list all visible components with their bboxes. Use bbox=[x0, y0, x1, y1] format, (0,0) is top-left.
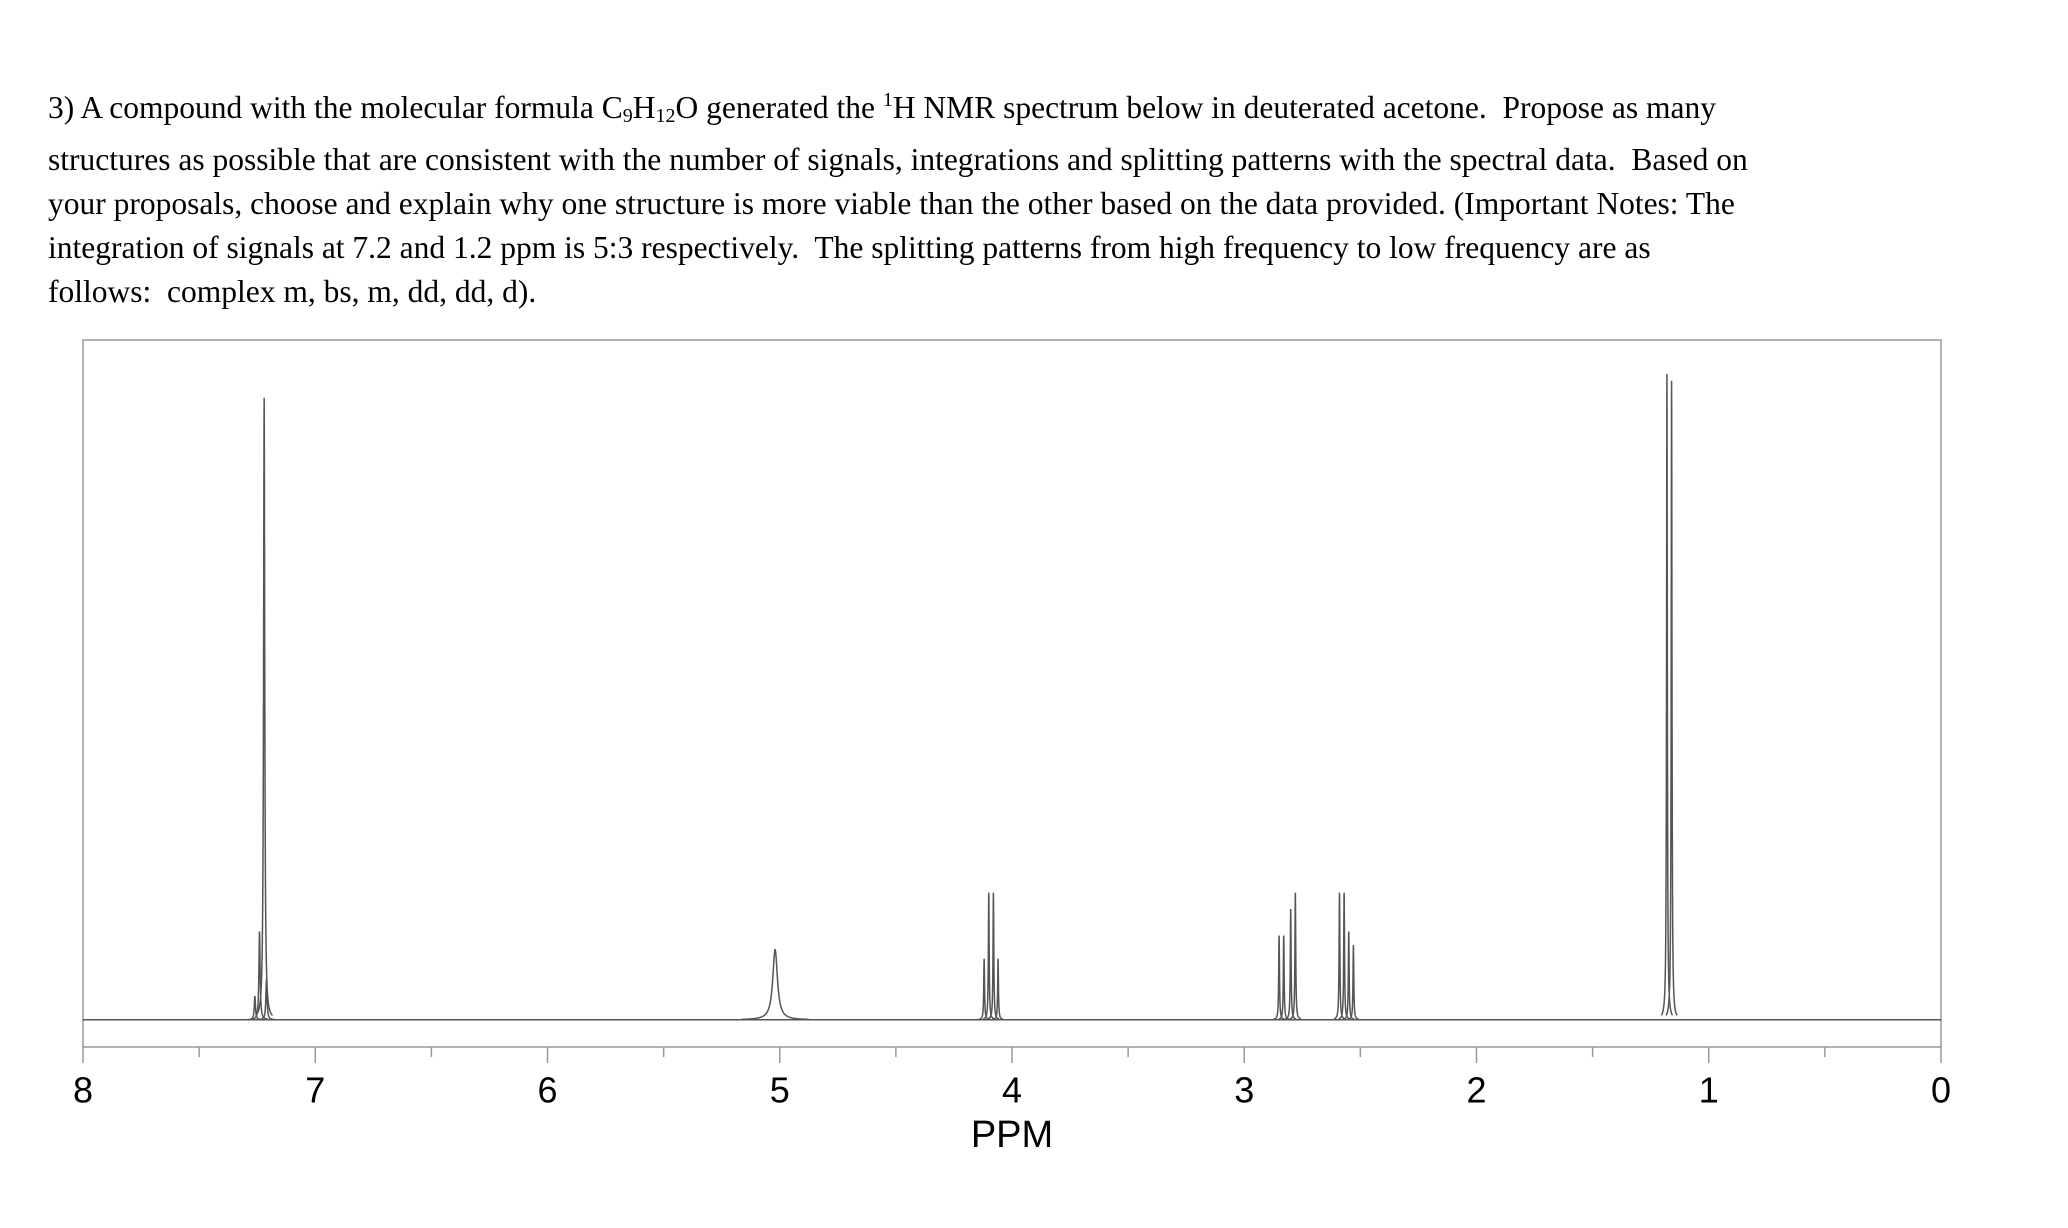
x-tick-label: 0 bbox=[1931, 1070, 1951, 1111]
text-run: 1 bbox=[882, 89, 893, 111]
text-run: integration of signals at 7.2 and 1.2 pp… bbox=[48, 230, 1651, 265]
text-run: H NMR spectrum below in deuterated aceto… bbox=[892, 90, 1716, 125]
text-run: 9 bbox=[622, 105, 633, 127]
peak bbox=[1665, 380, 1678, 1016]
x-tick-label: 7 bbox=[305, 1070, 325, 1111]
peak bbox=[1273, 935, 1285, 1020]
x-tick-label: 5 bbox=[770, 1070, 790, 1111]
peak bbox=[1347, 945, 1360, 1021]
peak bbox=[992, 958, 1004, 1021]
text-line: your proposals, choose and explain why o… bbox=[48, 182, 1748, 226]
text-line: integration of signals at 7.2 and 1.2 pp… bbox=[48, 226, 1748, 270]
text-run: O generated the bbox=[675, 90, 883, 125]
text-run: 3) A compound with the molecular formula… bbox=[48, 90, 623, 125]
x-tick-label: 1 bbox=[1699, 1070, 1719, 1111]
peak bbox=[1338, 892, 1350, 1020]
x-tick-label: 2 bbox=[1466, 1070, 1486, 1111]
peak bbox=[258, 978, 275, 1021]
peak bbox=[741, 948, 809, 1021]
x-axis-label: PPM bbox=[971, 1114, 1053, 1156]
peak bbox=[255, 397, 274, 1017]
x-tick-label: 6 bbox=[537, 1070, 557, 1111]
text-run: H bbox=[632, 90, 656, 125]
peak bbox=[987, 892, 1000, 1020]
text-run: 12 bbox=[655, 105, 676, 127]
text-line: 3) A compound with the molecular formula… bbox=[48, 78, 1748, 138]
text-line: follows: complex m, bs, m, dd, dd, d). bbox=[48, 270, 1748, 314]
peak bbox=[251, 931, 268, 1020]
text-run: structures as possible that are consiste… bbox=[48, 142, 1748, 177]
peak bbox=[1333, 892, 1346, 1020]
plot-frame bbox=[82, 339, 1942, 1048]
text-run: follows: complex m, bs, m, dd, dd, d). bbox=[48, 274, 537, 309]
text-line: structures as possible that are consiste… bbox=[48, 138, 1748, 182]
peak bbox=[1289, 892, 1302, 1020]
x-tick-label: 3 bbox=[1234, 1070, 1254, 1111]
peak bbox=[1343, 931, 1355, 1020]
text-run: your proposals, choose and explain why o… bbox=[48, 186, 1735, 221]
x-tick-label: 8 bbox=[73, 1070, 93, 1111]
x-tick-label: 4 bbox=[1002, 1070, 1022, 1111]
question-text: 3) A compound with the molecular formula… bbox=[48, 78, 1748, 314]
peak bbox=[1284, 908, 1297, 1020]
peak bbox=[1660, 373, 1674, 1016]
peak bbox=[982, 892, 995, 1020]
